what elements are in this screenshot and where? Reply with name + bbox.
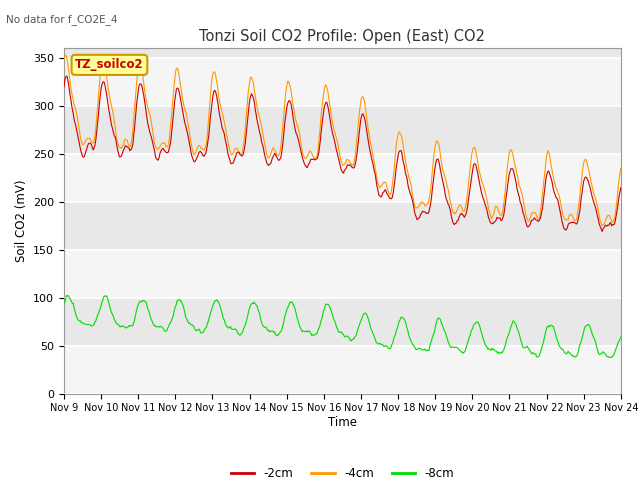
Y-axis label: Soil CO2 (mV): Soil CO2 (mV) — [15, 180, 28, 262]
X-axis label: Time: Time — [328, 416, 357, 429]
Title: Tonzi Soil CO2 Profile: Open (East) CO2: Tonzi Soil CO2 Profile: Open (East) CO2 — [200, 29, 485, 44]
Text: No data for f_CO2E_4: No data for f_CO2E_4 — [6, 14, 118, 25]
Bar — [64, 250, 621, 298]
Legend: -2cm, -4cm, -8cm: -2cm, -4cm, -8cm — [226, 462, 459, 480]
Text: TZ_soilco2: TZ_soilco2 — [75, 59, 144, 72]
Bar — [64, 58, 621, 106]
Bar — [64, 154, 621, 202]
Bar — [64, 346, 621, 394]
